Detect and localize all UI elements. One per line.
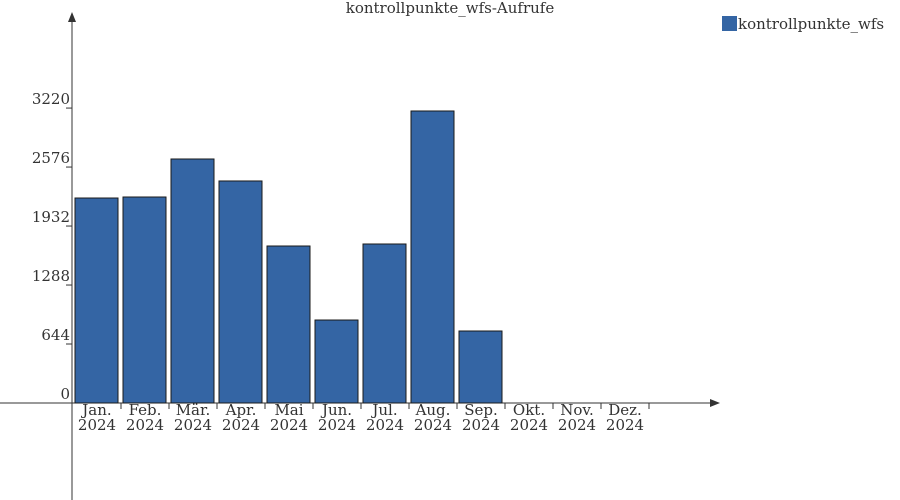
x-tick-label: Aug. 2024 [414,401,452,434]
bar [410,110,455,404]
x-tick-label: Feb. 2024 [126,401,164,434]
y-tick-label: 2576 [32,149,70,167]
y-tick-label: 1932 [32,208,70,226]
x-tick-label: Mai 2024 [270,401,308,434]
bar [458,330,503,404]
y-tick-label: 0 [60,385,70,403]
legend-label: kontrollpunkte_wfs [738,15,884,33]
x-axis-arrow [710,399,720,407]
chart-title: kontrollpunkte_wfs-Aufrufe [346,0,555,17]
y-tick-label: 1288 [32,267,70,285]
bar [362,243,407,404]
bar [170,158,215,404]
x-tick-label: Nov. 2024 [558,401,596,434]
x-tick-label: Mär. 2024 [174,401,212,434]
bar [122,196,167,404]
x-tick-label: Apr. 2024 [222,401,260,434]
legend-swatch [722,16,737,31]
x-tick-label: Jul. 2024 [366,401,404,434]
x-tick-label: Okt. 2024 [510,401,548,434]
x-tick-label: Sep. 2024 [462,401,500,434]
bar [314,319,359,404]
y-tick-label: 644 [41,326,70,344]
y-tick-label: 3220 [32,90,70,108]
bar [74,197,119,404]
x-tick-label: Dez. 2024 [606,401,644,434]
bar [266,245,311,404]
y-axis-arrow [68,12,76,22]
bar [218,180,263,404]
x-tick-label: Jun. 2024 [318,401,356,434]
x-tick-label: Jan. 2024 [78,401,116,434]
